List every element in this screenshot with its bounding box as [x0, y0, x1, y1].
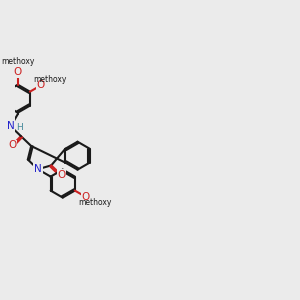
- Text: O: O: [14, 67, 22, 77]
- Text: N: N: [34, 164, 42, 174]
- Text: O: O: [57, 170, 66, 180]
- Text: H: H: [16, 123, 22, 132]
- Text: methoxy: methoxy: [34, 75, 67, 84]
- Text: O: O: [82, 192, 90, 202]
- Text: methoxy: methoxy: [79, 198, 112, 207]
- Text: methoxy: methoxy: [1, 57, 34, 66]
- Text: O: O: [37, 80, 45, 90]
- Text: N: N: [7, 121, 15, 131]
- Text: O: O: [8, 140, 16, 150]
